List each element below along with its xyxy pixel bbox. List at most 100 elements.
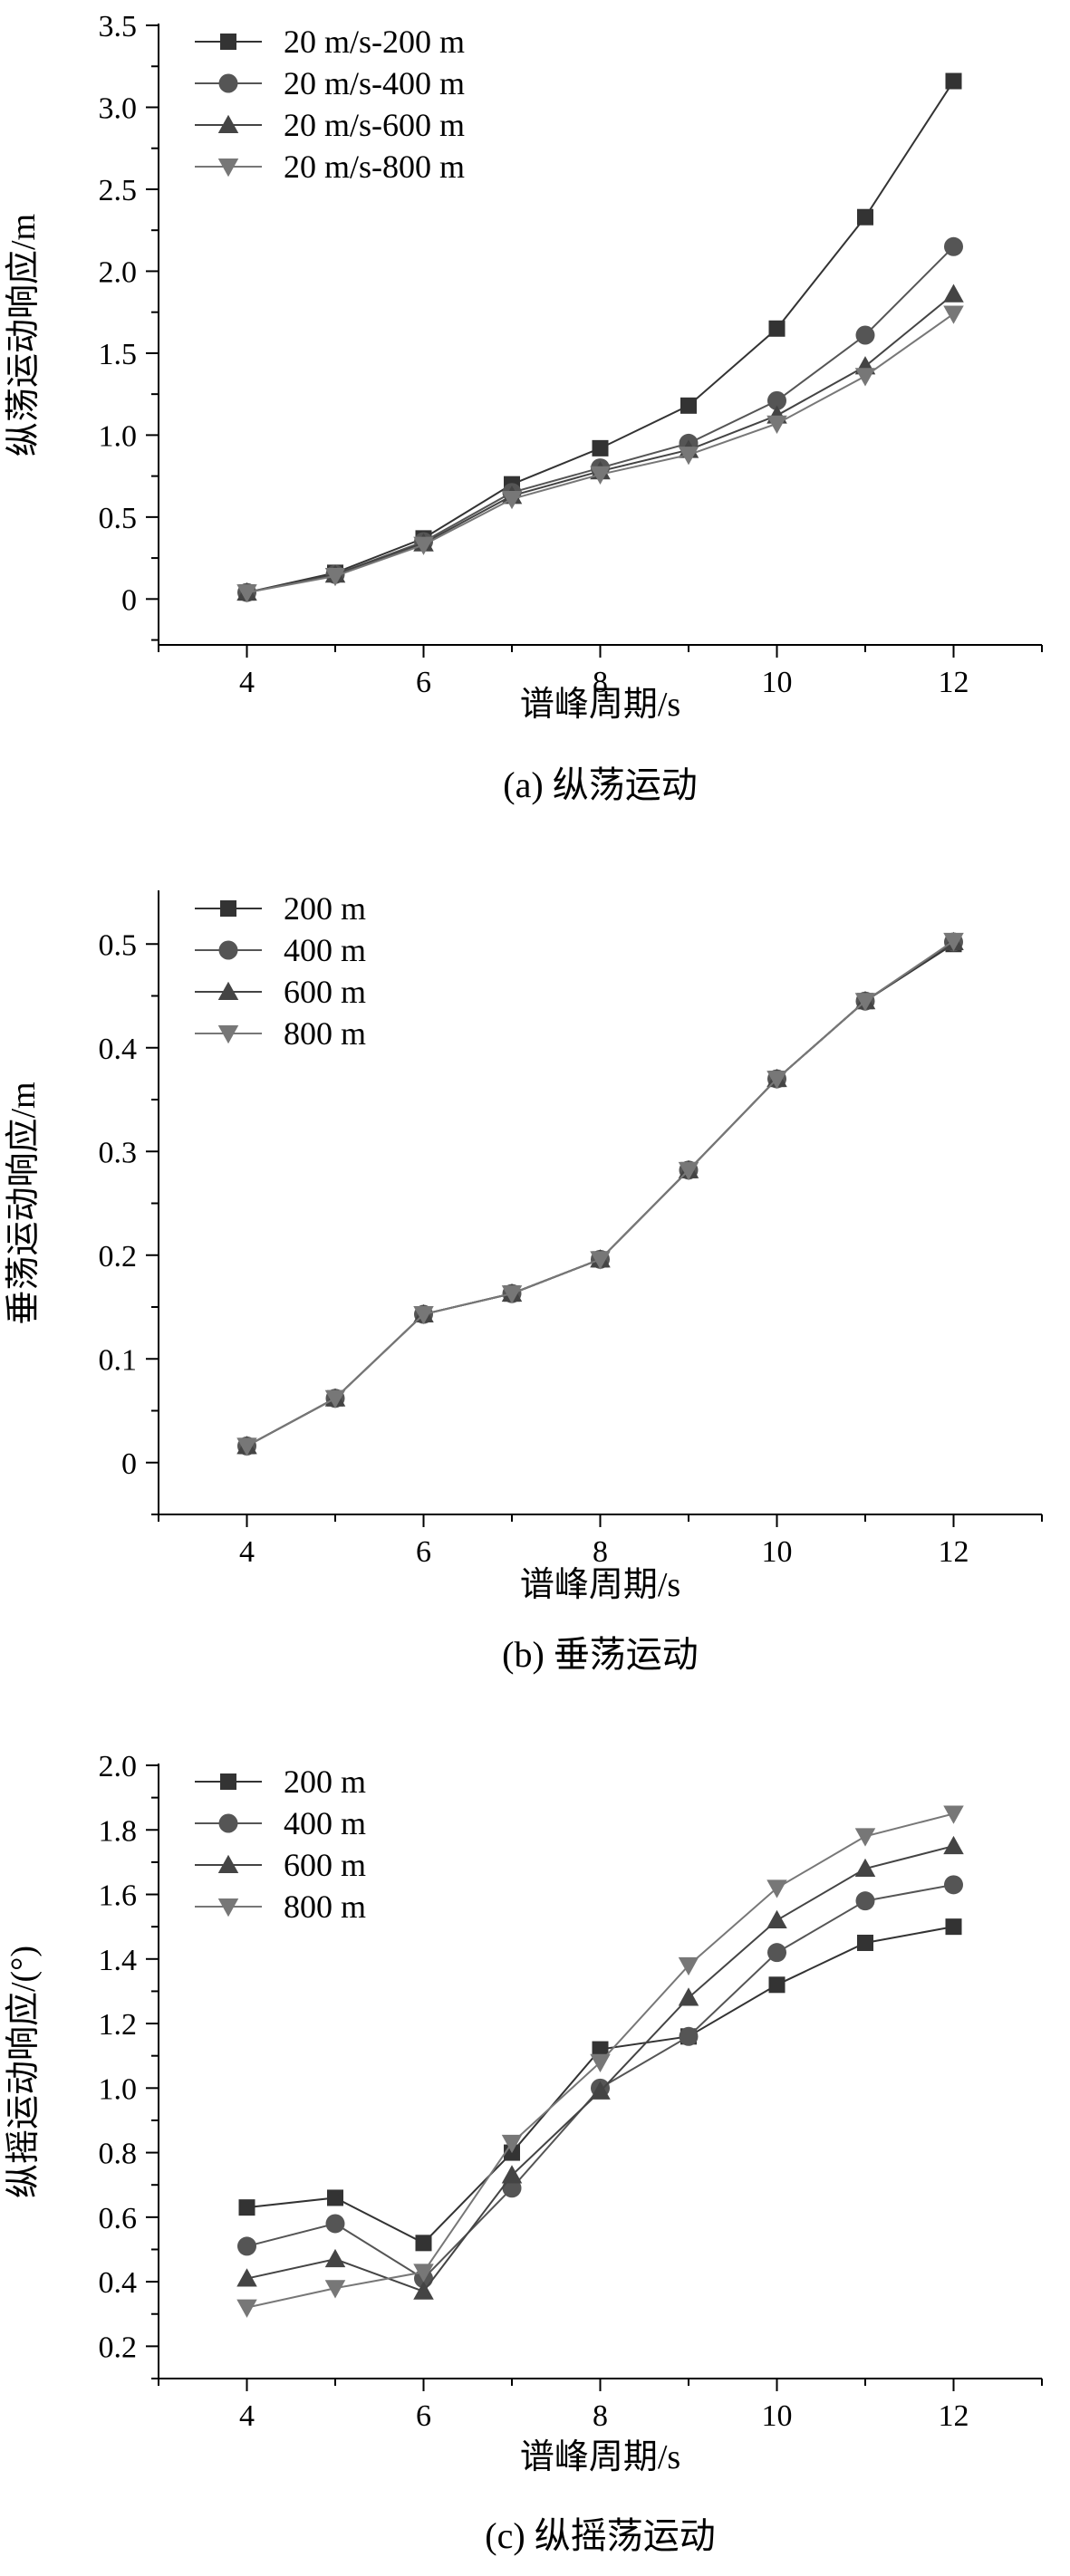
chart-a-series-4-point xyxy=(236,584,257,603)
chart-c-series-4-point xyxy=(854,1828,876,1847)
chart-a-y-label: 纵荡运动响应/m xyxy=(5,214,43,457)
chart-c-legend-label: 600 m xyxy=(284,1847,366,1883)
chart-b-series-4-point xyxy=(590,1251,611,1270)
chart-a-y-tick-label: 1.5 xyxy=(99,338,138,371)
chart-b-y-label: 垂荡运动响应/m xyxy=(5,1081,43,1324)
chart-a-series-1-point xyxy=(680,397,697,414)
chart-a-legend-marker xyxy=(217,159,239,178)
chart-c-series-1-point xyxy=(238,2199,255,2216)
chart-c-y-tick-label: 0.8 xyxy=(99,2138,138,2171)
chart-a-series-1-point xyxy=(945,72,962,90)
chart-c-series-3-point xyxy=(413,2281,434,2300)
chart-a-legend-label: 20 m/s-400 m xyxy=(284,65,465,101)
chart-c-x-tick-label: 10 xyxy=(762,2399,793,2433)
chart-a-y-tick-label: 2.0 xyxy=(99,255,138,289)
chart-b-series-4-point xyxy=(236,1437,257,1456)
chart-c-series-4-point xyxy=(236,2299,257,2318)
chart-b-legend-marker xyxy=(220,900,236,917)
chart-a-series-4-point xyxy=(324,568,346,587)
chart-b-series-4-point xyxy=(766,1071,787,1090)
chart-a-series-4-point xyxy=(413,536,434,555)
chart-a-x-label: 谱峰周期/s xyxy=(520,686,680,724)
chart-a-legend-marker xyxy=(218,73,238,93)
chart-a-series-1-point xyxy=(592,439,609,457)
chart-c-series-1 xyxy=(238,1918,962,2252)
chart-c-y-tick-label: 1.8 xyxy=(99,1814,138,1848)
chart-b-legend-label: 400 m xyxy=(284,932,366,968)
chart-c-series-3-point xyxy=(854,1858,876,1878)
chart-c-series-4-point xyxy=(766,1879,787,1898)
chart-b-heave: 4 6 8 10 12 0 0.1 0.2 0.3 0.4 0.5 谱峰周期/s 垂荡运动响应/m (b)… xyxy=(5,890,1043,1675)
chart-b-y-tick-label: 0 xyxy=(121,1447,137,1481)
chart-c-series-4-point xyxy=(324,2280,346,2299)
chart-c-legend-label: 400 m xyxy=(284,1805,366,1841)
chart-a-y-tick-label: 2.5 xyxy=(99,174,138,207)
chart-c-series-1-point xyxy=(768,1976,786,1994)
chart-b-series-4-point xyxy=(501,1285,523,1304)
chart-a-series-4 xyxy=(236,305,964,603)
chart-c-series-2-point xyxy=(237,2236,256,2256)
chart-a-surge: 4 6 8 10 12 0 0.5 1.0 1.5 2.0 2.5 3.0 3.5 谱峰周期/s 纵荡运动响… xyxy=(5,10,1043,805)
chart-a-series-4-point xyxy=(766,415,787,434)
chart-a-x-tick-label: 6 xyxy=(416,666,431,699)
chart-c-series-2-point xyxy=(325,2214,345,2234)
chart-a-legend-marker xyxy=(220,34,236,50)
chart-b-series-4-point xyxy=(413,1306,434,1325)
chart-c-y-tick-label: 1.4 xyxy=(99,1944,138,1977)
chart-a-series-4-point xyxy=(590,466,611,485)
chart-c-legend-marker xyxy=(220,1773,236,1790)
chart-b-series-4-point xyxy=(854,993,876,1012)
chart-a-series-3-point xyxy=(943,284,964,303)
chart-b-y-tick-label: 0.3 xyxy=(99,1136,138,1169)
chart-a-series-2-point xyxy=(944,236,963,256)
chart-a-series-2-point xyxy=(767,390,786,410)
chart-b-x-tick-label: 4 xyxy=(239,1535,255,1569)
chart-b-x-tick-label: 8 xyxy=(593,1535,608,1569)
chart-c-legend: 200 m 400 m 600 m 800 m xyxy=(195,1764,366,1925)
chart-c-x-tick-label: 8 xyxy=(593,2399,608,2433)
chart-c-series-4 xyxy=(236,1805,964,2318)
chart-c-series-1-point xyxy=(592,2041,609,2058)
chart-a-series-2-point xyxy=(855,325,875,345)
chart-b-x-tick-label: 12 xyxy=(939,1535,969,1569)
chart-a-series-4-point xyxy=(943,305,964,324)
chart-c-legend-marker xyxy=(218,1813,238,1833)
chart-b-y-tick-label: 0.4 xyxy=(99,1033,138,1066)
chart-a-y-tick-label: 3.0 xyxy=(99,91,138,125)
chart-a-y-tick-label: 1.0 xyxy=(99,419,138,453)
chart-a-x-tick-label: 12 xyxy=(939,666,969,699)
chart-c-y-tick-label: 0.2 xyxy=(99,2331,138,2364)
chart-c-series-3-point xyxy=(501,2165,523,2184)
chart-a-legend: 20 m/s-200 m 20 m/s-400 m 20 m/s-600 m 20 m… xyxy=(195,24,465,185)
chart-c-series-1-point xyxy=(945,1918,962,1936)
chart-c-y-tick-label: 2.0 xyxy=(99,1750,138,1783)
chart-a-series-4-point xyxy=(854,368,876,387)
chart-c-series-3-point xyxy=(766,1909,787,1929)
chart-c-series-3-point xyxy=(678,1987,699,2006)
chart-c-legend-marker xyxy=(217,1854,239,1873)
chart-c-series-3-point xyxy=(943,1835,964,1855)
chart-c-series-2-point xyxy=(855,1891,875,1911)
chart-a-series-4-point xyxy=(501,490,523,510)
chart-a-legend-marker xyxy=(217,114,239,133)
chart-b-series-4-point xyxy=(678,1161,699,1181)
chart-b-series-1 xyxy=(238,936,962,1455)
chart-a-y-tick-label: 0 xyxy=(121,583,137,617)
chart-c-y-tick-label: 1.0 xyxy=(99,2072,138,2106)
chart-b-legend: 200 m 400 m 600 m 800 m xyxy=(195,890,366,1052)
chart-a-y-tick-label: 0.5 xyxy=(99,502,138,535)
chart-c-series-2-point xyxy=(944,1875,963,1895)
chart-b-series-4 xyxy=(236,932,964,1456)
chart-c-y-tick-label: 1.2 xyxy=(99,2008,138,2042)
chart-a-x-tick-label: 4 xyxy=(239,666,255,699)
chart-c-y-label: 纵摇运动响应/(°) xyxy=(5,1946,43,2198)
chart-c-x-label: 谱峰周期/s xyxy=(520,2438,680,2476)
chart-a-caption: (a) 纵荡运动 xyxy=(503,764,697,805)
chart-b-legend-marker xyxy=(217,981,239,1000)
chart-c-pitch: 4 6 8 10 12 0.2 0.4 0.6 0.8 1.0 1.2 1.4 1.6 1.8 2.0 谱峰周… xyxy=(5,1750,1043,2556)
chart-b-y-tick-label: 0.5 xyxy=(99,928,138,962)
chart-a-x-tick-label: 10 xyxy=(762,666,793,699)
chart-c-y-tick-label: 0.4 xyxy=(99,2266,138,2300)
chart-c-series-4-point xyxy=(678,1956,699,1976)
chart-c-caption: (c) 纵摇荡运动 xyxy=(485,2515,715,2556)
